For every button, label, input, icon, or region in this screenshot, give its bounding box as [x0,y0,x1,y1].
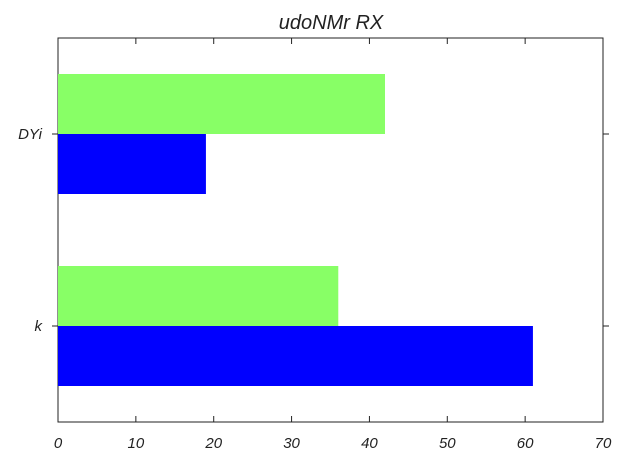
x-tick-label: 70 [595,435,612,452]
bar-k-series-2 [58,266,339,326]
x-tick-label: 10 [128,435,145,452]
bar-DYi-series-1 [58,134,206,194]
y-axis: k DYi [18,126,609,335]
x-tick-label: 50 [439,435,456,452]
x-axis: 0 10 20 30 40 50 60 70 [54,38,612,452]
chart-title: udoNMr RX [279,12,384,34]
x-tick-label: 0 [54,435,63,452]
bars-group [58,74,533,386]
y-tick-label-k: k [35,318,44,335]
bar-DYi-series-2 [58,74,385,134]
plot-frame [57,37,604,423]
bar-k-series-1 [58,326,533,386]
x-tick-label: 30 [283,435,300,452]
x-tick-label: 60 [517,435,534,452]
x-tick-label: 40 [361,435,378,452]
x-tick-label: 20 [204,435,222,452]
y-tick-label-DYi: DYi [18,126,43,143]
